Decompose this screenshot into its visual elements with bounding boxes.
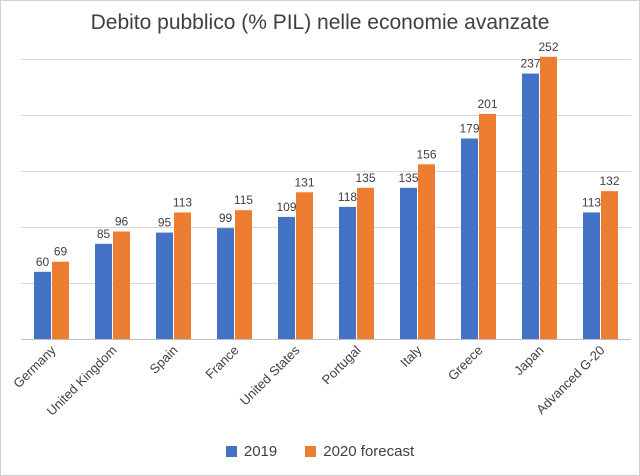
data-label: 96 — [115, 214, 129, 228]
bar-2020-forecast — [479, 113, 496, 339]
category-label: Spain — [147, 343, 181, 377]
bar-2019 — [156, 232, 173, 339]
bar-2020-forecast — [357, 187, 374, 339]
data-label: 99 — [219, 211, 233, 225]
data-label: 95 — [158, 216, 172, 230]
bar-2020-forecast — [418, 164, 435, 339]
data-label: 237 — [520, 57, 540, 71]
bar-2020-forecast — [296, 192, 313, 339]
data-label: 60 — [36, 255, 50, 269]
data-label: 85 — [97, 227, 111, 241]
bar-2019 — [34, 271, 51, 339]
category-label: Portugal — [319, 342, 364, 387]
category-label: Japan — [511, 343, 547, 379]
chart-title: Debito pubblico (% PIL) nelle economie a… — [90, 11, 550, 34]
bar-2019 — [95, 243, 112, 339]
data-label: 132 — [599, 174, 619, 188]
bar-2019 — [461, 138, 478, 339]
category-label: France — [202, 343, 241, 382]
bar-2019 — [217, 228, 234, 339]
bar-2020-forecast — [174, 212, 191, 339]
data-label: 156 — [416, 147, 436, 161]
legend-swatch-2019 — [225, 446, 237, 457]
bar-2019 — [583, 212, 600, 339]
data-label: 69 — [54, 245, 68, 259]
bar-2020-forecast — [113, 231, 130, 339]
category-label: Germany — [10, 342, 59, 391]
category-label: United States — [237, 342, 303, 408]
legend-item-2020-forecast: 2020 forecast — [305, 443, 414, 460]
legend-item-2019: 2019 — [225, 443, 278, 460]
data-label: 113 — [173, 195, 192, 209]
data-label: 201 — [477, 97, 497, 111]
data-label: 135 — [355, 171, 375, 185]
data-label: 118 — [338, 190, 357, 204]
legend-label-2019: 2019 — [243, 443, 278, 460]
bar-2020-forecast — [601, 191, 618, 339]
data-label: 109 — [276, 200, 296, 214]
bar-2019 — [400, 187, 417, 339]
bar-2019 — [522, 73, 539, 339]
legend-label-2020-forecast: 2020 forecast — [323, 443, 415, 460]
data-label: 131 — [294, 175, 314, 189]
data-label: 115 — [234, 193, 253, 207]
legend: 2019 2020 forecast — [1, 443, 639, 460]
legend-swatch-2020-forecast — [305, 446, 317, 457]
category-label: Greece — [445, 343, 486, 384]
data-label: 252 — [538, 40, 558, 54]
category-label: Italy — [397, 342, 425, 370]
data-label: 135 — [398, 171, 418, 185]
bar-2020-forecast — [235, 210, 252, 339]
bar-2020-forecast — [52, 261, 69, 339]
bar-2019 — [339, 206, 356, 339]
bar-2019 — [278, 216, 295, 339]
bar-2020-forecast — [540, 56, 557, 339]
data-label: 179 — [459, 122, 479, 136]
data-label: 113 — [582, 195, 601, 209]
